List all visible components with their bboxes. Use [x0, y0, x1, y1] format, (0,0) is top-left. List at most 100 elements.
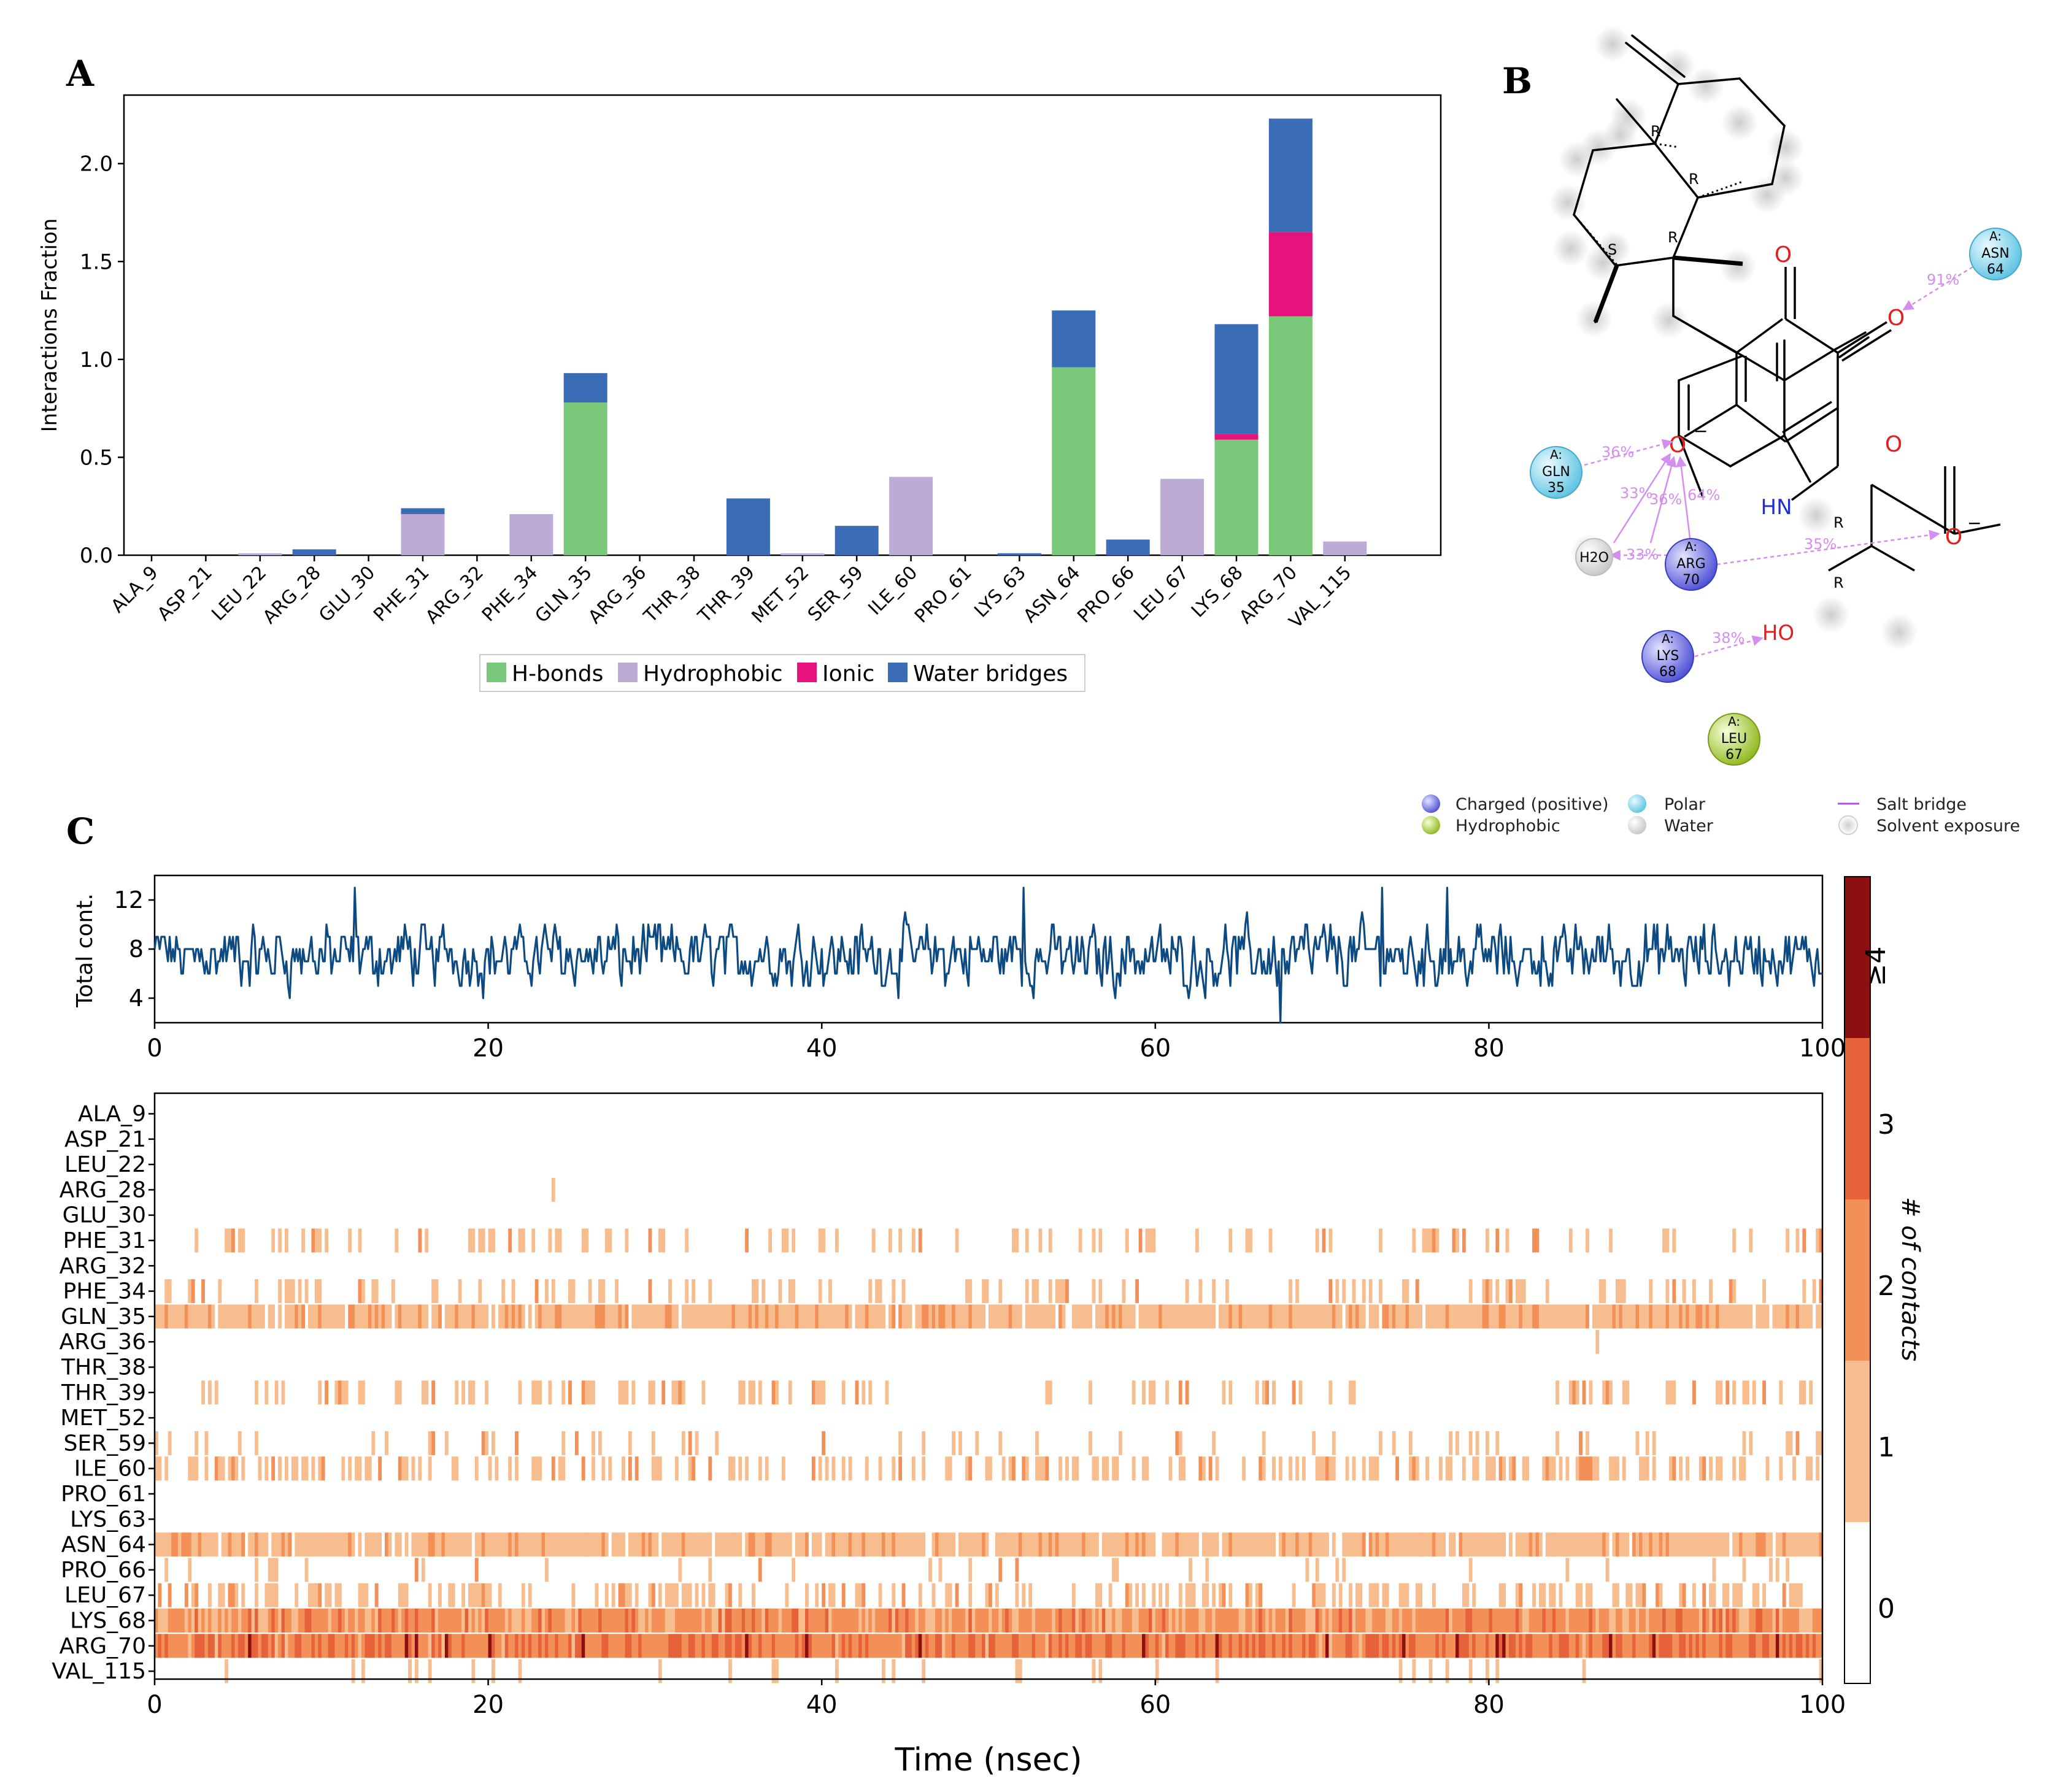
heatmap-cell	[731, 1609, 736, 1632]
heatmap-cell	[1038, 1532, 1043, 1557]
heatmap-cell	[1185, 1532, 1189, 1557]
heatmap-cell	[738, 1456, 742, 1481]
heatmap-cell	[1455, 1609, 1459, 1632]
heatmap-cell	[1349, 1583, 1352, 1607]
heatmap-cell	[1782, 1634, 1786, 1658]
heatmap-cell	[1182, 1304, 1186, 1329]
heatmap-cell	[248, 1609, 252, 1632]
heatmap-cell	[765, 1634, 769, 1658]
heatmap-cell	[1319, 1609, 1322, 1632]
heatmap-cell	[1385, 1609, 1389, 1632]
heatmap-cell	[495, 1532, 499, 1557]
heatmap-cell	[1012, 1634, 1016, 1658]
heatmap-cell	[888, 1609, 892, 1632]
heatmap-cell	[214, 1380, 218, 1405]
chart-a-xtick-label: PHE_31	[369, 562, 433, 626]
heatmap-cell	[488, 1609, 492, 1632]
heatmap-cell	[201, 1380, 205, 1405]
heatmap-cell	[671, 1583, 676, 1607]
heatmap-cell	[1419, 1532, 1423, 1557]
heatmap-cell	[168, 1279, 172, 1304]
heatmap-cell	[822, 1380, 826, 1405]
heatmap-cell	[555, 1609, 559, 1632]
heatmap-cell	[1195, 1304, 1199, 1329]
heatmap-cell	[237, 1609, 242, 1632]
heatmap-cell	[818, 1532, 822, 1557]
heatmap-cell	[989, 1583, 992, 1607]
heatmap-cell	[1542, 1609, 1546, 1632]
heatmap-cell	[1035, 1304, 1039, 1329]
heatmap-cell	[1415, 1532, 1419, 1557]
heatmap-cell	[1605, 1558, 1609, 1582]
heatmap-cell	[1138, 1228, 1143, 1253]
heatmap-cell	[368, 1532, 372, 1557]
heatmap-cell	[641, 1304, 646, 1329]
heatmap-cell	[221, 1304, 225, 1329]
heatmap-cell	[1619, 1279, 1623, 1304]
heatmap-cell	[1465, 1304, 1470, 1329]
heatmap-cell	[1622, 1380, 1626, 1405]
panel-label-a: A	[66, 53, 94, 94]
heatmap-cell	[892, 1304, 896, 1329]
interactions-bar-chart: 0.00.51.01.52.0 ALA_9ASP_21LEU_22ARG_28G…	[37, 94, 1442, 692]
heatmap-cell	[1568, 1609, 1573, 1632]
heatmap-cell	[551, 1177, 555, 1202]
heatmap-cell	[1665, 1228, 1670, 1253]
chart-a-xtick-label: GLU_30	[315, 562, 379, 626]
heatmap-cell	[1652, 1609, 1656, 1632]
heatmap-cell	[1092, 1659, 1096, 1683]
heatmap-cell	[1642, 1456, 1646, 1481]
heatmap-cell	[481, 1304, 485, 1329]
heatmap-cell	[404, 1456, 409, 1481]
heatmap-cell	[515, 1304, 518, 1329]
heatmap-cell	[1178, 1431, 1182, 1455]
heatmap-cell	[158, 1456, 162, 1481]
heatmap-cell	[681, 1583, 685, 1607]
heatmap-cell	[1292, 1304, 1296, 1329]
heatmap-cell	[1308, 1532, 1313, 1557]
heatmap-cell	[1686, 1532, 1689, 1557]
heatmap-cell	[968, 1304, 973, 1329]
heatmap-cell	[1582, 1532, 1586, 1557]
chart-a-xtick-label: LEU_67	[1130, 562, 1193, 625]
heatmap-cell	[1305, 1609, 1309, 1632]
heatmap-cell	[1335, 1634, 1340, 1658]
heatmap-cell	[1265, 1532, 1270, 1557]
heatmap-cell	[1732, 1634, 1737, 1658]
heatmap-cell	[518, 1532, 522, 1557]
heatmap-cell	[1382, 1634, 1386, 1658]
heatmap-cell	[334, 1583, 339, 1607]
heatmap-cell	[508, 1609, 512, 1632]
heatmap-cell	[201, 1609, 205, 1632]
heatmap-cell	[251, 1609, 255, 1632]
heatmap-cell	[241, 1634, 245, 1658]
heatmap-cell	[1189, 1532, 1192, 1557]
heatmap-cell	[331, 1634, 335, 1658]
heatmap-cell	[428, 1659, 432, 1683]
heatmap-cell	[451, 1609, 455, 1632]
heatmap-cell	[1792, 1532, 1796, 1557]
heatmap-cell	[1175, 1431, 1179, 1455]
legend-hydrophobic-icon	[1422, 816, 1440, 834]
heatmap-cell	[1112, 1558, 1116, 1582]
heatmap-cell	[611, 1609, 615, 1632]
heatmap-cell	[915, 1532, 919, 1557]
heatmap-cell	[374, 1634, 379, 1658]
heatmap-cell	[551, 1304, 555, 1329]
heatmap-cell	[1105, 1609, 1109, 1632]
heatmap-cell	[708, 1279, 712, 1304]
heatmap-cell	[1228, 1609, 1233, 1632]
heatmap-cell	[531, 1532, 536, 1557]
heatmap-cell	[531, 1380, 536, 1405]
heatmap-cell	[1465, 1583, 1470, 1607]
heatmap-cell	[1255, 1380, 1259, 1405]
heatmap-cell	[581, 1380, 585, 1405]
heatmap-cell	[1682, 1532, 1686, 1557]
heatmap-cell	[1389, 1532, 1393, 1557]
heatmap-cell	[1301, 1609, 1306, 1632]
heatmap-cell	[1389, 1304, 1393, 1329]
heatmap-cell	[1452, 1532, 1456, 1557]
heatmap-cell	[425, 1609, 429, 1632]
heatmap-cell	[1759, 1532, 1763, 1557]
heatmap-cell	[1205, 1532, 1209, 1557]
